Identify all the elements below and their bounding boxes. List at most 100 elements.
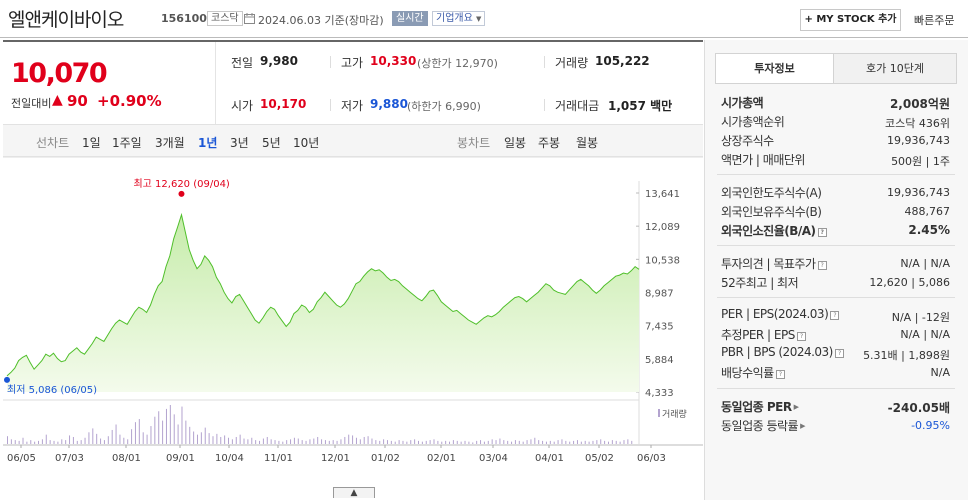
tab-monthly-candle[interactable]: 월봉	[576, 136, 599, 150]
volume-bar	[45, 434, 47, 444]
volume-bar	[526, 440, 528, 444]
chart-collapse-button[interactable]: ▲	[333, 487, 375, 498]
foreign-limit-label: 외국인한도주식수(A)	[721, 186, 822, 200]
week52-value: 12,620 | 5,086	[869, 276, 950, 289]
help-icon[interactable]: ?	[775, 370, 785, 379]
volume-bar	[503, 440, 505, 444]
volume-bar	[142, 432, 144, 444]
volume-bar	[76, 440, 78, 444]
tab-1week[interactable]: 1주일	[112, 136, 142, 150]
x-tick-label: 08/01	[112, 453, 141, 464]
industry-rate-row[interactable]: 동일업종 등락률 ▶	[721, 417, 805, 434]
volume-bar	[208, 433, 210, 444]
volume-bar	[576, 440, 578, 444]
quick-order-link[interactable]: 빠른주문	[914, 14, 955, 27]
industry-per-row[interactable]: 동일업종 PER ▶	[721, 398, 799, 415]
volume-bar	[181, 406, 183, 444]
tab-10year[interactable]: 10년	[293, 136, 320, 150]
volume-bar	[604, 440, 606, 444]
volume-bar	[332, 440, 334, 444]
volume-bar	[119, 434, 121, 444]
volume-bar	[483, 441, 485, 444]
volume-bar	[627, 439, 629, 444]
help-icon[interactable]: ?	[817, 261, 827, 270]
volume-bar	[158, 411, 160, 444]
volume-bar	[313, 438, 315, 444]
tab-weekly-candle[interactable]: 주봉	[538, 136, 561, 150]
tab-1year[interactable]: 1년	[198, 136, 218, 150]
volume-bar	[270, 439, 272, 444]
volume-legend-marker	[658, 409, 660, 417]
stock-code: 156100	[161, 12, 207, 25]
volume-bar	[452, 440, 454, 444]
y-tick-label: 10,538	[645, 255, 680, 266]
realtime-button[interactable]: 실시간	[392, 11, 428, 26]
low-value: 9,880	[370, 97, 408, 111]
face-value-label: 액면가 | 매매단위	[721, 153, 805, 167]
volume-bar	[200, 432, 202, 444]
volume-bar	[561, 439, 563, 444]
volume-bar	[592, 440, 594, 444]
tab-3month[interactable]: 3개월	[155, 136, 185, 150]
market-tag: 코스닥	[207, 11, 243, 26]
tab-1day[interactable]: 1일	[82, 136, 101, 150]
tab-3year[interactable]: 3년	[230, 136, 249, 150]
industry-rate-value: -0.95%	[911, 419, 950, 432]
volume-bar	[344, 436, 346, 444]
dividend-label: 배당수익률	[721, 366, 774, 380]
tab-daily-candle[interactable]: 일봉	[504, 136, 527, 150]
tab-5year[interactable]: 5년	[262, 136, 281, 150]
volume-bar	[507, 440, 509, 444]
high-label: 고가	[341, 56, 364, 70]
volume-bar	[553, 441, 555, 444]
foreign-limit-value: 19,936,743	[887, 186, 950, 199]
volume-bar	[379, 440, 381, 444]
volume-bar	[363, 436, 365, 444]
volume-bar	[425, 440, 427, 444]
prev-close-value: 9,980	[260, 54, 298, 68]
help-icon[interactable]: ?	[834, 349, 844, 358]
volume-bar	[534, 437, 536, 444]
volume-legend: 거래량	[662, 408, 687, 420]
volume-bar	[274, 440, 276, 444]
high-value: 10,330	[370, 54, 417, 68]
volume-bar	[600, 439, 602, 444]
divider	[717, 245, 955, 246]
volume-bar	[414, 439, 416, 444]
volume-bar	[92, 428, 94, 444]
tab-invest-info[interactable]: 투자정보	[715, 53, 834, 84]
add-my-stock-button[interactable]: + MY STOCK 추가	[800, 9, 901, 31]
foreign-hold-value: 488,767	[904, 205, 951, 218]
volume-bar	[100, 438, 102, 444]
volume-bar	[421, 441, 423, 444]
volume-bar	[514, 440, 516, 444]
volume-bar	[65, 440, 67, 444]
volume-bar	[375, 440, 377, 444]
help-icon[interactable]: ?	[830, 311, 840, 320]
price-area-fill	[7, 214, 639, 392]
amount-value: 1,057 백만	[608, 99, 673, 113]
volume-bar	[278, 440, 280, 444]
volume-bar	[348, 434, 350, 444]
volume-bar	[293, 437, 295, 444]
volume-bar	[615, 440, 617, 444]
volume-bar	[429, 440, 431, 444]
tab-hoga-10[interactable]: 호가 10단계	[833, 53, 957, 84]
volume-bar	[247, 439, 249, 444]
invest-info-panel: 투자정보 호가 10단계 시가총액 2,008억원 시가총액순위 코스닥 436…	[704, 40, 968, 500]
foreign-ratio-value: 2.45%	[908, 223, 950, 237]
help-icon[interactable]: ?	[796, 332, 806, 341]
help-icon[interactable]: ?	[817, 228, 827, 237]
volume-bar	[41, 439, 43, 444]
volume-bar	[464, 440, 466, 444]
volume-bar	[134, 422, 136, 444]
company-overview-dropdown[interactable]: 기업개요 ▼	[432, 11, 486, 26]
volume-bar	[111, 429, 113, 444]
volume-bar	[317, 436, 319, 444]
volume-bar	[123, 437, 125, 444]
volume-bar	[286, 440, 288, 444]
x-tick-label: 06/05	[7, 453, 36, 464]
x-tick-label: 09/01	[166, 453, 195, 464]
x-tick-label: 11/01	[264, 453, 293, 464]
divider	[215, 42, 216, 124]
